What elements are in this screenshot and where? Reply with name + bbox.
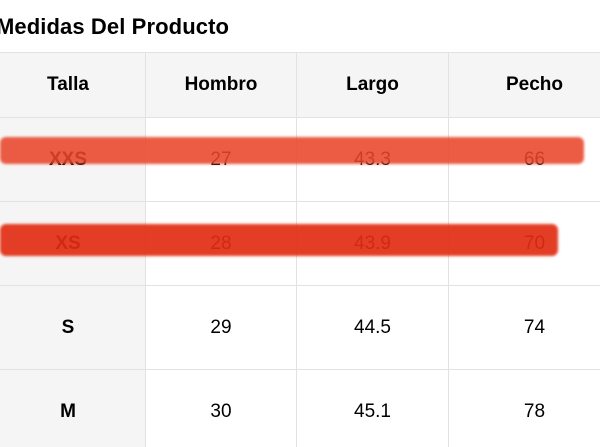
table-header-row: Talla Hombro Largo Pecho (0, 52, 600, 118)
chest-cell: 74 (448, 285, 600, 370)
header-hombro: Hombro (145, 52, 297, 118)
page-title: Medidas Del Producto (0, 14, 230, 39)
size-cell: XXS (0, 117, 146, 202)
size-cell: XS (0, 201, 146, 286)
header-pecho: Pecho (448, 52, 600, 118)
chest-cell: 78 (448, 369, 600, 447)
shoulder-cell: 27 (145, 117, 297, 202)
table-row: M 30 45.1 78 (0, 369, 600, 447)
size-cell: M (0, 369, 146, 447)
shoulder-cell: 28 (145, 201, 297, 286)
table-row: XXS 27 43.3 66 (0, 117, 600, 202)
table-row: XS 28 43.9 70 (0, 201, 600, 286)
header-largo: Largo (296, 52, 449, 118)
table-row: S 29 44.5 74 (0, 285, 600, 370)
shoulder-cell: 29 (145, 285, 297, 370)
length-cell: 44.5 (296, 285, 449, 370)
length-cell: 43.3 (296, 117, 449, 202)
header-talla: Talla (0, 52, 146, 118)
length-cell: 43.9 (296, 201, 449, 286)
size-cell: S (0, 285, 146, 370)
chest-cell: 70 (448, 201, 600, 286)
size-chart-table: Talla Hombro Largo Pecho XXS 27 43.3 66 … (0, 52, 600, 447)
length-cell: 45.1 (296, 369, 449, 447)
chest-cell: 66 (448, 117, 600, 202)
shoulder-cell: 30 (145, 369, 297, 447)
